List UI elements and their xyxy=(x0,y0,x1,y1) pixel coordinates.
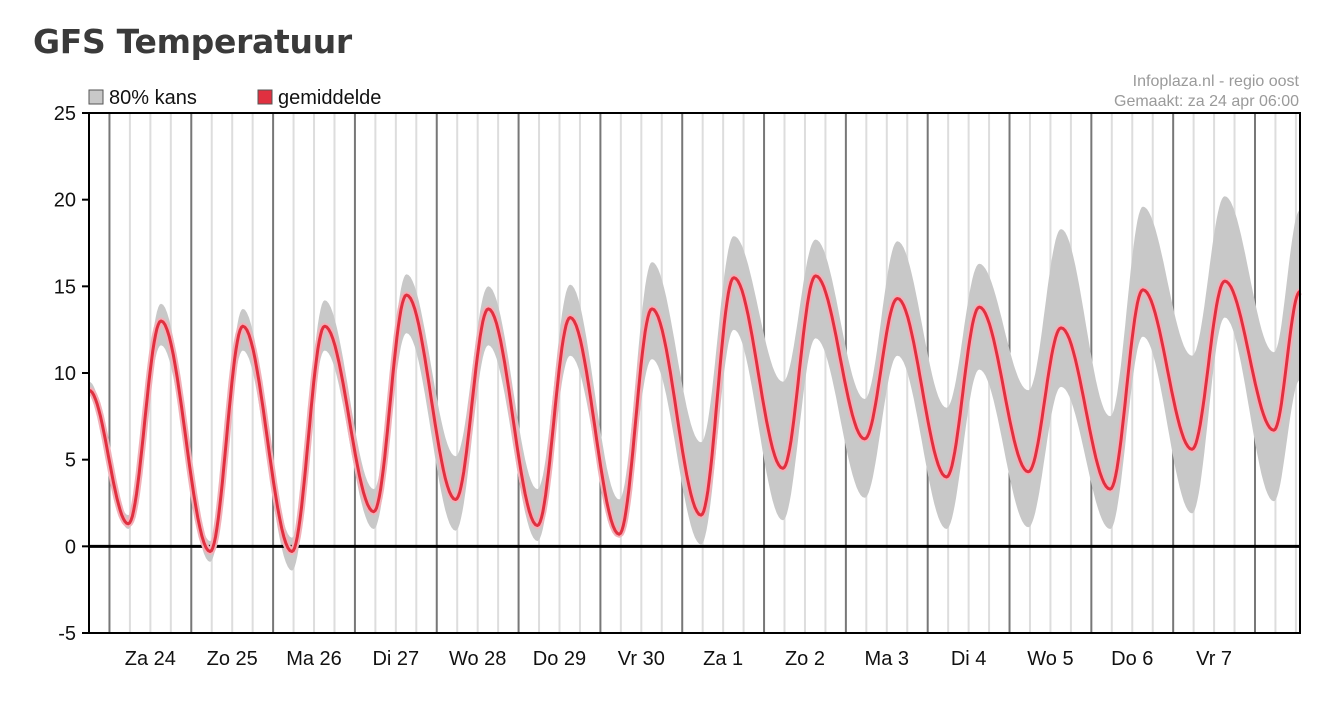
x-tick-label: Za 24 xyxy=(125,648,176,670)
y-tick-label: -5 xyxy=(58,623,76,645)
page-title: GFS Temperatuur xyxy=(33,22,352,61)
legend-band-swatch xyxy=(88,89,104,105)
y-tick-label: 20 xyxy=(54,190,76,212)
legend-mean-swatch xyxy=(257,89,273,105)
created-timestamp: Gemaakt: za 24 apr 06:00 xyxy=(1114,93,1299,110)
x-tick-label: Di 4 xyxy=(951,648,987,670)
x-tick-label: Di 27 xyxy=(372,648,419,670)
source-attribution: Infoplaza.nl - regio oost xyxy=(1133,73,1300,90)
y-tick-label: 15 xyxy=(54,276,76,298)
x-tick-label: Zo 25 xyxy=(207,648,258,670)
x-tick-label: Wo 28 xyxy=(449,648,506,670)
grid-layer xyxy=(88,113,1297,633)
mean-line-layer xyxy=(87,272,1303,555)
probability-band-80 xyxy=(89,196,1300,571)
y-tick-label: 25 xyxy=(54,103,76,125)
x-tick-label: Do 29 xyxy=(533,648,586,670)
x-tick-label: Ma 3 xyxy=(865,648,909,670)
legend-mean-label: gemiddelde xyxy=(278,87,381,109)
legend-band-label: 80% kans xyxy=(109,87,197,109)
x-tick-label: Ma 26 xyxy=(286,648,342,670)
x-tick-label: Vr 7 xyxy=(1196,648,1232,670)
probability-band-layer xyxy=(89,196,1300,571)
y-tick-label: 0 xyxy=(65,536,76,558)
y-tick-label: 10 xyxy=(54,363,76,385)
x-tick-label: Vr 30 xyxy=(618,648,665,670)
x-tick-label: Wo 5 xyxy=(1027,648,1073,670)
x-tick-label: Zo 2 xyxy=(785,648,825,670)
x-tick-label: Za 1 xyxy=(703,648,743,670)
axis-labels-layer: -5 0 5 10 15 20 25 Za 24 Zo 25 Ma 26 Di 27 Wo 28 Do … xyxy=(54,103,1232,670)
x-tick-label: Do 6 xyxy=(1111,648,1153,670)
y-tick-label: 5 xyxy=(65,450,76,472)
plot-frame-layer xyxy=(88,112,1301,634)
mean-line xyxy=(88,274,1301,553)
plot-frame xyxy=(88,112,1301,634)
legend: 80% kans gemiddelde xyxy=(88,87,381,109)
